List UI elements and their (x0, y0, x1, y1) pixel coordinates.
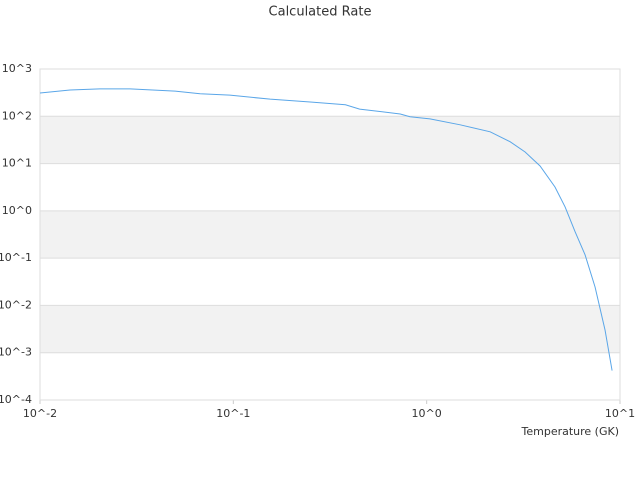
x-tick-label: 10^0 (412, 407, 442, 420)
y-tick-label: 10^0 (2, 204, 32, 217)
x-tick-label: 10^-2 (23, 407, 57, 420)
y-tick-label: 10^-2 (0, 298, 32, 311)
x-tick-label: 10^1 (605, 407, 635, 420)
grid-band (40, 305, 620, 353)
y-tick-label: 10^-4 (0, 393, 32, 406)
grid-band (40, 116, 620, 164)
y-tick-label: 10^2 (2, 109, 32, 122)
y-tick-label: 10^1 (2, 157, 32, 170)
plot-border (39, 68, 621, 401)
grid-band (40, 210, 620, 259)
x-axis-label: Temperature (GK) (521, 425, 620, 438)
line (39, 88, 613, 371)
chart-title: Calculated Rate (269, 5, 372, 20)
y-tick-label: 10^3 (2, 62, 32, 75)
y-tick-label: 10^-1 (0, 251, 32, 264)
y-tick-label: 10^-3 (0, 346, 32, 359)
x-tick-label: 10^-1 (216, 407, 250, 420)
